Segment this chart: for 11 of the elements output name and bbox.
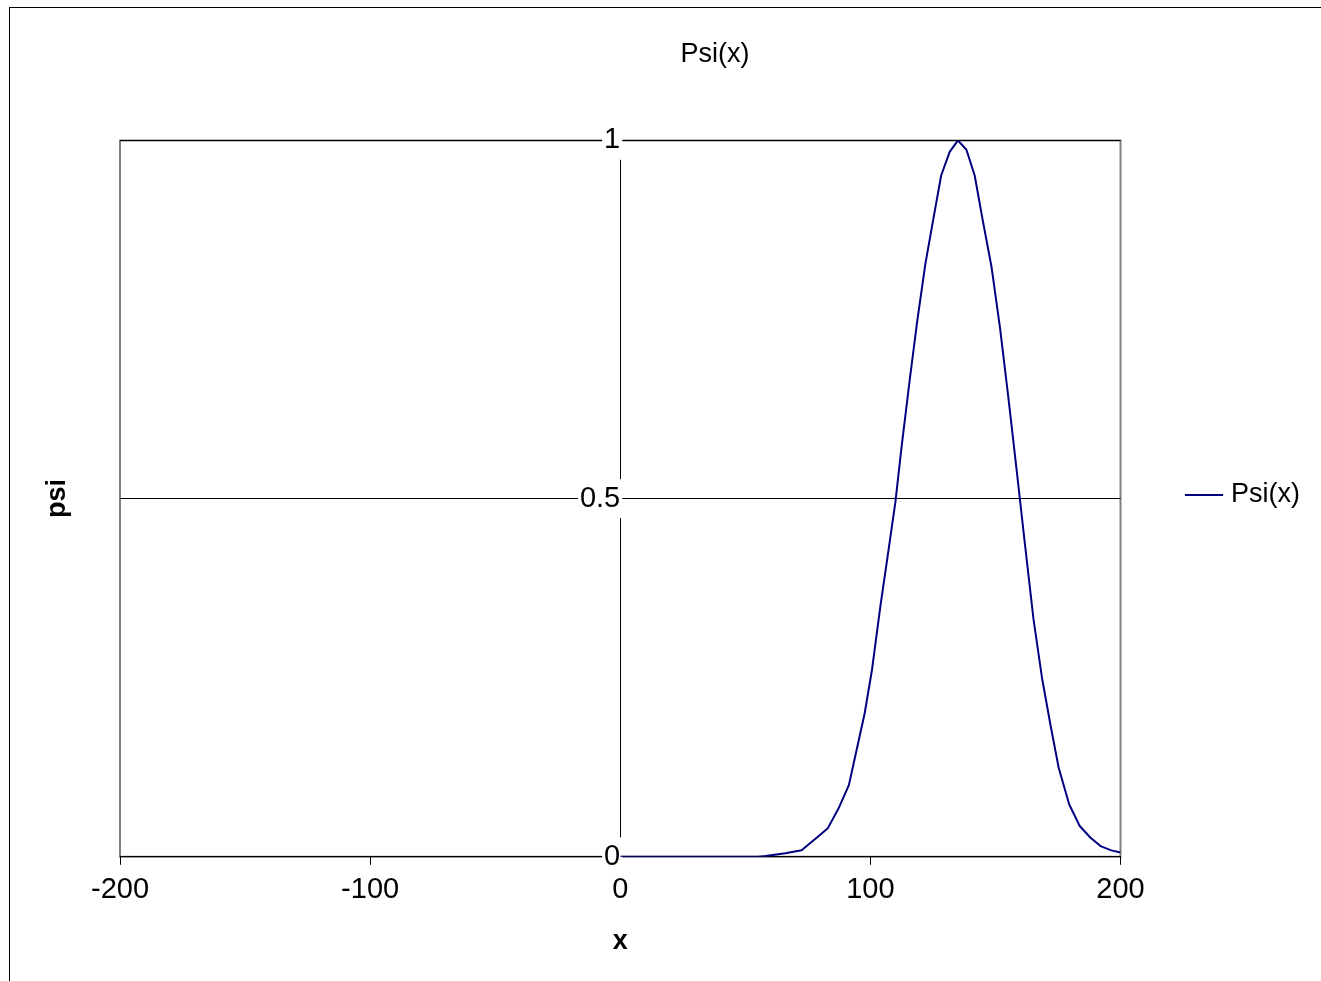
x-tick-label: 100 [846, 872, 895, 905]
y-tick-label: 0.5 [579, 480, 621, 513]
x-axis-title: x [612, 925, 628, 956]
chart-title: Psi(x) [680, 37, 750, 68]
y-tick-label: 0 [604, 838, 621, 871]
x-tick-label: -100 [341, 872, 400, 905]
x-tick-label: -200 [90, 872, 150, 905]
legend-label: Psi(x) [1231, 478, 1301, 509]
x-tick-label: 200 [1096, 872, 1145, 905]
y-axis-title: psi [41, 479, 72, 519]
y-tick-label: 1 [604, 122, 621, 155]
